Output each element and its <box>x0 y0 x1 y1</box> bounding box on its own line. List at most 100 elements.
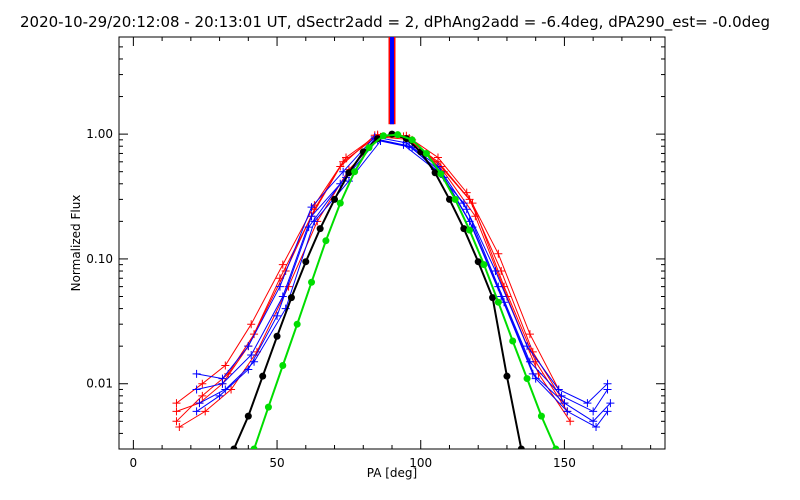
data-point <box>172 417 181 426</box>
data-point <box>172 407 181 416</box>
axis-ticks <box>119 36 665 450</box>
data-point <box>433 153 442 162</box>
fit-point <box>437 170 445 178</box>
fit-point <box>365 144 373 152</box>
data-point <box>172 399 181 408</box>
fit-point <box>451 195 459 203</box>
series-line <box>196 138 608 412</box>
data-point <box>192 369 201 378</box>
series-line <box>196 136 608 413</box>
series-line <box>176 134 560 404</box>
data-point <box>494 249 503 258</box>
fit-point <box>537 412 545 420</box>
data-point <box>273 311 282 320</box>
fit-point <box>494 298 502 306</box>
data-point <box>462 188 471 197</box>
data-point <box>221 361 230 370</box>
data-point <box>603 407 612 416</box>
fit-point <box>244 412 252 420</box>
fit-point <box>250 445 258 449</box>
fit-point <box>264 403 272 411</box>
data-point <box>244 365 253 374</box>
series-line <box>179 136 571 428</box>
fit-point <box>259 372 267 380</box>
data-point <box>589 417 598 426</box>
chart-title: 2020-10-29/20:12:08 - 20:13:01 UT, dSect… <box>20 13 770 32</box>
fit-point <box>322 237 330 245</box>
series-data-4 <box>192 132 612 416</box>
x-axis-label: PA [deg] <box>367 466 417 480</box>
x-tick-label: 50 <box>269 456 284 470</box>
fit-point <box>351 168 359 176</box>
fit-point <box>460 225 468 233</box>
data-point <box>307 212 316 221</box>
data-point <box>247 350 256 359</box>
data-point <box>247 320 256 329</box>
data-point <box>198 379 207 388</box>
data-point <box>307 203 316 212</box>
data-point <box>250 330 259 339</box>
data-point <box>560 399 569 408</box>
fit-point <box>431 169 439 177</box>
fit-point <box>509 337 517 345</box>
fit-point <box>336 199 344 207</box>
fit-point <box>287 294 295 302</box>
fit-point <box>422 149 430 157</box>
fit-point <box>293 320 301 328</box>
data-point <box>201 407 210 416</box>
fit-point <box>480 261 488 269</box>
data-point <box>275 282 284 291</box>
y-tick-label: 0.01 <box>86 377 113 391</box>
fit-point <box>308 278 316 286</box>
plot-content <box>172 37 615 449</box>
fit-point <box>331 195 339 203</box>
fit-point <box>517 445 525 449</box>
y-tick-label: 1.00 <box>86 127 113 141</box>
fit-point <box>408 136 416 144</box>
series-fit-8 <box>230 130 525 449</box>
data-point <box>342 153 351 162</box>
data-point <box>304 223 313 232</box>
data-point <box>531 374 540 383</box>
fit-point <box>474 258 482 266</box>
data-point <box>563 407 572 416</box>
data-point <box>195 399 204 408</box>
fit-point <box>466 226 474 234</box>
x-tick-label: 150 <box>553 456 576 470</box>
y-tick-labels: 0.01 0.10 1.00 <box>86 127 113 391</box>
data-point <box>523 342 532 351</box>
y-axis-label: Normalized Flux <box>69 195 83 292</box>
fit-point <box>445 195 453 203</box>
fit-point <box>279 362 287 370</box>
fit-point <box>379 132 387 140</box>
fit-point <box>503 372 511 380</box>
data-point <box>557 391 566 400</box>
x-tick-label: 100 <box>409 456 432 470</box>
fit-point <box>273 332 281 340</box>
x-tick-label: 0 <box>130 456 138 470</box>
data-point <box>198 391 207 400</box>
data-point <box>603 379 612 388</box>
data-point <box>192 407 201 416</box>
data-point <box>566 417 575 426</box>
fit-point <box>394 131 402 139</box>
vertical-marker <box>390 37 394 125</box>
data-point <box>525 330 534 339</box>
data-point <box>554 385 563 394</box>
data-point <box>244 342 253 351</box>
series-data-1 <box>172 131 572 426</box>
data-point <box>592 423 601 432</box>
data-point <box>459 199 468 208</box>
data-point <box>606 399 615 408</box>
series-data-3 <box>172 130 563 408</box>
fit-point <box>345 169 353 177</box>
data-point <box>589 407 598 416</box>
data-point <box>221 385 230 394</box>
fit-point <box>523 375 531 383</box>
fit-point <box>316 225 324 233</box>
fit-point <box>489 294 497 302</box>
series-data-0 <box>172 131 569 416</box>
fit-line <box>253 133 557 449</box>
data-point <box>471 212 480 221</box>
